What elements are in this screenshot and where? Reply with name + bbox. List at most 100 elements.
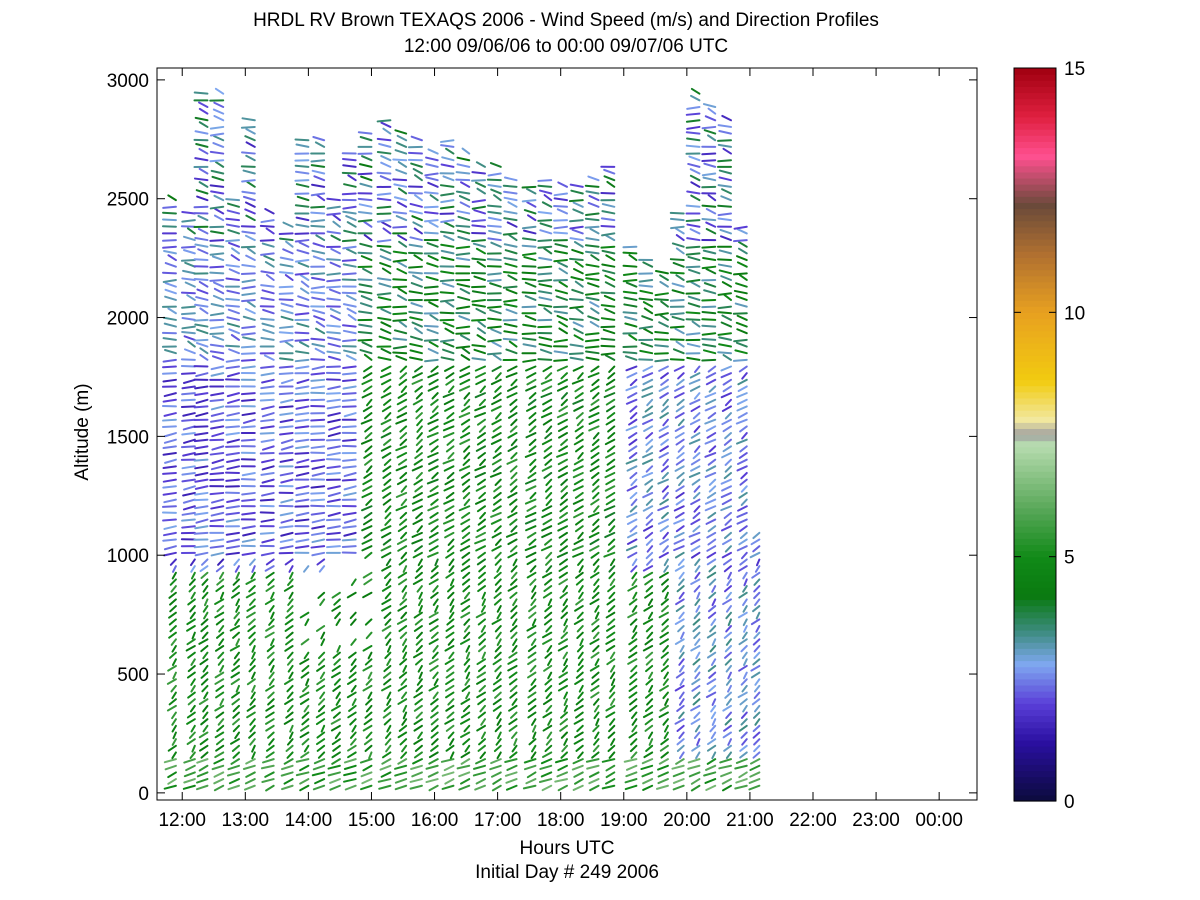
wind-barb [245, 141, 256, 148]
wind-barb [162, 485, 177, 489]
wind-barb [642, 378, 654, 386]
wind-barb [678, 658, 685, 666]
wind-barb [409, 202, 423, 208]
wind-barb [259, 432, 275, 435]
wind-barb [644, 591, 654, 599]
wind-barb [311, 518, 326, 524]
wind-barb [462, 485, 471, 493]
wind-barb [489, 282, 502, 288]
wind-barb [625, 281, 638, 288]
wind-barb [481, 591, 486, 600]
wind-barb [414, 452, 423, 460]
wind-barb [672, 771, 685, 778]
wind-barb [332, 220, 341, 228]
wind-barb [427, 452, 439, 459]
wind-barb [525, 551, 537, 559]
wind-barb [560, 478, 568, 486]
wind-barb [690, 432, 701, 439]
colorbar-segment [1014, 226, 1056, 234]
wind-barb [739, 558, 748, 566]
wind-barb [708, 684, 717, 693]
wind-barb [416, 432, 423, 440]
wind-barb [360, 784, 373, 791]
wind-barb [196, 328, 209, 335]
wind-barb [676, 724, 685, 732]
wind-barb [376, 137, 392, 142]
wind-barb [310, 272, 326, 276]
wind-barb [632, 591, 638, 600]
wind-barb [360, 295, 373, 301]
wind-barb [423, 324, 439, 328]
wind-barb [471, 205, 486, 210]
wind-barb [685, 219, 701, 222]
wind-barb [642, 418, 654, 425]
wind-barb [738, 365, 748, 373]
wind-barb [739, 744, 748, 752]
wind-barb [300, 280, 310, 288]
wind-barb [397, 161, 408, 168]
wind-barb [741, 651, 748, 660]
wind-barb [446, 471, 455, 480]
wind-barb [278, 271, 294, 275]
wind-barb [190, 591, 196, 600]
wind-barb [414, 618, 423, 626]
wind-barb [408, 290, 423, 295]
wind-barb [211, 764, 225, 771]
wind-barb [361, 505, 373, 512]
wind-barb [556, 412, 568, 419]
wind-barb [198, 698, 209, 705]
wind-barb [663, 671, 669, 680]
colorbar-segment [1014, 477, 1056, 484]
wind-barb [507, 538, 518, 546]
wind-barb [477, 618, 486, 626]
wind-barb [455, 252, 471, 256]
wind-barb [638, 284, 654, 288]
wind-barb [227, 398, 240, 404]
wind-barb [704, 778, 717, 784]
wind-barb [740, 644, 748, 653]
wind-barb [490, 188, 502, 195]
wind-barb [738, 591, 748, 599]
wind-barb [181, 330, 196, 335]
wind-barb [380, 365, 392, 372]
wind-barb [214, 678, 225, 685]
wind-barb [442, 458, 455, 465]
wind-barb [573, 268, 584, 275]
wind-barb [738, 638, 748, 646]
wind-barb [332, 711, 341, 719]
wind-barb [397, 287, 408, 295]
wind-barb [609, 578, 616, 587]
wind-barb [210, 505, 225, 510]
wind-barb [526, 531, 537, 539]
wind-barb [671, 289, 685, 295]
wind-barb [416, 631, 423, 640]
wind-barb [530, 598, 537, 606]
wind-barb [674, 465, 685, 472]
wind-barb [477, 711, 486, 719]
wind-barb [199, 658, 209, 666]
wind-barb [708, 385, 717, 393]
wind-barb [508, 678, 518, 686]
wind-barb [440, 256, 455, 262]
wind-barb [186, 711, 196, 719]
wind-barb [315, 625, 326, 632]
wind-barb [625, 425, 638, 432]
wind-barb [530, 591, 537, 600]
wind-barb [463, 591, 471, 600]
wind-barb [695, 751, 701, 760]
wind-barb [593, 565, 600, 573]
wind-barb [503, 217, 518, 222]
wind-barb [573, 478, 584, 486]
wind-barb [426, 478, 439, 485]
wind-barb [657, 478, 669, 485]
wind-barb [600, 224, 616, 228]
wind-barb [602, 328, 616, 335]
wind-barb [463, 631, 471, 640]
wind-barb [685, 332, 701, 336]
wind-barb [622, 290, 638, 295]
wind-barb [398, 671, 408, 679]
wind-barb [557, 261, 568, 268]
wind-barb [210, 551, 225, 557]
wind-barb [219, 664, 225, 673]
wind-barb [657, 764, 669, 771]
